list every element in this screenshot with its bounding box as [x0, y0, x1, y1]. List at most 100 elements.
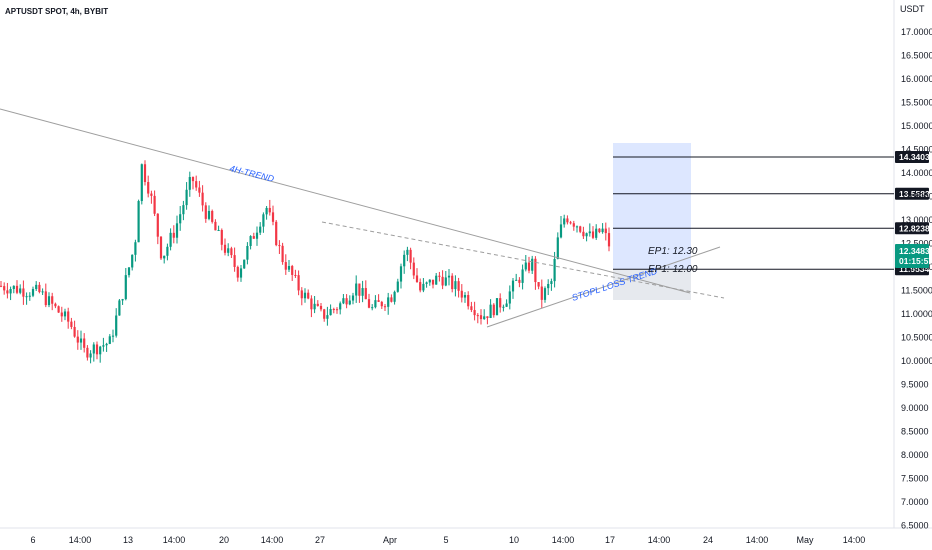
- candle-body: [531, 258, 534, 271]
- candle-body: [607, 233, 611, 247]
- candle-body: [140, 164, 143, 202]
- candle-body: [566, 218, 569, 223]
- candle-body: [12, 285, 15, 290]
- candle-body: [121, 299, 124, 301]
- candle-body: [259, 226, 262, 233]
- stop-loss-zone[interactable]: [613, 269, 691, 300]
- entry-point-1-label[interactable]: EP1: 12.30: [648, 246, 698, 257]
- price-level-tag: [895, 222, 929, 235]
- x-tick-label: 6: [30, 535, 35, 545]
- candle-body: [99, 346, 102, 355]
- candle-body: [323, 309, 326, 319]
- candle-body: [399, 266, 403, 282]
- candle-body: [214, 221, 217, 231]
- candle-body: [0, 285, 3, 287]
- candle-body: [367, 299, 371, 308]
- candle-body: [137, 201, 140, 243]
- candle-body: [406, 249, 409, 255]
- candle-body: [159, 236, 163, 259]
- candle-body: [86, 347, 89, 358]
- candle-body: [572, 223, 575, 227]
- x-tick-label: 14:00: [261, 535, 284, 545]
- candle-body: [54, 303, 57, 307]
- candle-body: [313, 303, 316, 310]
- candle-body: [348, 300, 351, 305]
- x-tick-label: 14:00: [69, 535, 92, 545]
- x-tick-label: 10: [509, 535, 519, 545]
- candle-body: [451, 275, 454, 290]
- candle-body: [252, 236, 255, 239]
- candle-body: [364, 288, 367, 300]
- current-price-value: 12.3483: [899, 246, 930, 256]
- candle-body: [444, 277, 447, 286]
- candle-body: [95, 344, 99, 355]
- y-tick-label: 11.0000: [901, 309, 932, 319]
- candle-body: [102, 345, 105, 347]
- entry-point-2-label[interactable]: EP1: 12.00: [648, 264, 698, 275]
- candle-body: [419, 282, 422, 291]
- candle-body: [553, 259, 556, 282]
- candle-body: [371, 307, 374, 309]
- candle-body: [169, 232, 172, 247]
- candle-body: [515, 279, 518, 281]
- y-tick-label: 10.0000: [901, 356, 932, 366]
- candle-body: [579, 226, 582, 232]
- candle-body: [412, 262, 415, 276]
- bar-countdown: 01:15:57: [899, 256, 932, 266]
- trend-line-4h[interactable]: [0, 108, 691, 294]
- candle-body: [175, 223, 179, 238]
- y-tick-label: 13.5000: [901, 192, 932, 202]
- candle-body: [508, 291, 511, 304]
- y-tick-label: 9.0000: [901, 403, 929, 413]
- candle-body: [447, 275, 451, 278]
- y-tick-label: 12.5000: [901, 239, 932, 249]
- candle-body: [38, 284, 41, 293]
- candle-body: [511, 280, 515, 292]
- candle-body: [60, 312, 63, 317]
- candle-body: [460, 290, 463, 298]
- y-tick-label: 11.5000: [901, 286, 932, 296]
- candle-body: [265, 207, 268, 215]
- candle-body: [201, 192, 204, 206]
- candle-body: [105, 343, 108, 346]
- candle-body: [147, 182, 150, 194]
- x-tick-label: 13: [123, 535, 133, 545]
- y-tick-label: 7.0000: [901, 497, 929, 507]
- candle-body: [403, 254, 406, 267]
- x-tick-label: 14:00: [843, 535, 866, 545]
- price-level-value: 11.9534: [899, 264, 930, 274]
- candle-body: [492, 304, 495, 316]
- candle-body: [569, 222, 572, 224]
- target-zone[interactable]: [613, 143, 691, 269]
- candle-body: [575, 226, 579, 228]
- candle-body: [166, 246, 169, 256]
- candle-body: [332, 309, 335, 311]
- candle-body: [239, 268, 243, 278]
- candle-body: [51, 296, 54, 304]
- candle-body: [335, 309, 339, 311]
- candle-body: [310, 298, 313, 310]
- candle-body: [287, 266, 291, 270]
- price-level-value: 12.8238: [899, 223, 930, 233]
- candle-body: [294, 274, 297, 276]
- candle-body: [486, 316, 489, 318]
- candle-body: [499, 298, 502, 308]
- candle-body: [595, 228, 598, 238]
- candle-body: [556, 237, 559, 260]
- trend-line-dashed[interactable]: [321, 221, 725, 299]
- candle-body: [207, 210, 211, 219]
- candle-body: [115, 315, 118, 336]
- y-tick-label: 9.5000: [901, 380, 929, 390]
- candle-body: [89, 353, 92, 358]
- candle-body: [547, 283, 550, 289]
- candle-body: [255, 232, 259, 239]
- candle-body: [390, 297, 393, 302]
- candle-body: [79, 338, 83, 343]
- stop-loss-trend-line[interactable]: [486, 246, 721, 328]
- candle-body: [73, 326, 76, 337]
- candle-body: [268, 207, 271, 213]
- candle-body: [63, 311, 67, 317]
- candle-body: [470, 306, 473, 311]
